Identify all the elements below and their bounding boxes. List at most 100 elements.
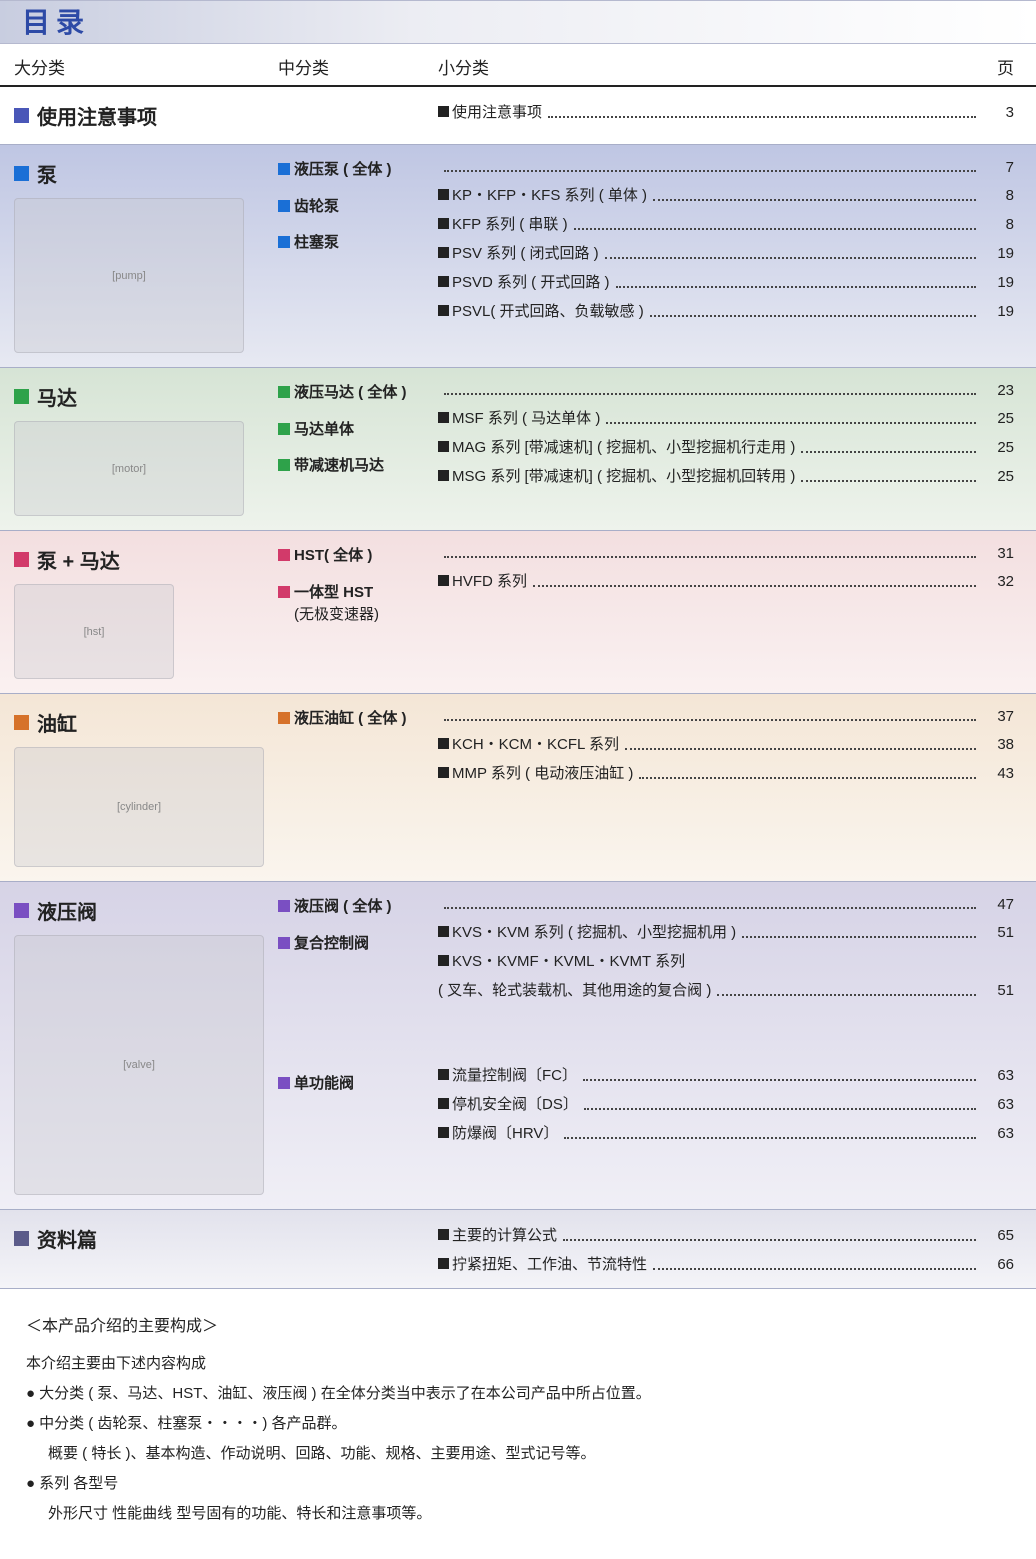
mid-col: 液压油缸 ( 全体 ): [278, 708, 438, 867]
sub-label: 拧紧扭矩、工作油、节流特性: [438, 1253, 647, 1274]
page-number: 8: [982, 187, 1014, 204]
sub-row: ( 叉车、轮式装载机、其他用途的复合阀 )51: [438, 979, 1014, 1000]
leader-dots: [564, 1137, 976, 1139]
page-number: 66: [982, 1256, 1014, 1273]
leader-dots: [583, 1079, 976, 1081]
page-number: 63: [982, 1067, 1014, 1084]
sub-square-icon: [438, 926, 449, 937]
major-text: 资料篇: [37, 1224, 97, 1253]
mid-text: 单功能阀: [294, 1073, 354, 1096]
sub-label: 停机安全阀〔DS〕: [438, 1093, 578, 1114]
sub-text: PSVD 系列 ( 开式回路 ): [452, 271, 610, 292]
mid-line: 液压泵 ( 全体 ): [294, 159, 392, 182]
major-square-icon: [14, 166, 29, 181]
leader-dots: [742, 936, 976, 938]
sub-row: 主要的计算公式65: [438, 1224, 1014, 1245]
sub-col: 主要的计算公式65 拧紧扭矩、工作油、节流特性 66: [438, 1224, 1014, 1274]
sub-row: KVS・KVM 系列 ( 挖掘机、小型挖掘机用 ) 51: [438, 921, 1014, 942]
page-number: 38: [982, 736, 1014, 753]
page-number: 32: [982, 573, 1014, 590]
sub-extra-label: ( 叉车、轮式装载机、其他用途的复合阀 ): [438, 979, 711, 1000]
page-number: 63: [982, 1096, 1014, 1113]
mid-line: (无极变速器): [294, 604, 379, 627]
sub-square-icon: [438, 470, 449, 481]
mid-square-icon: [278, 200, 290, 212]
sub-label: PSVD 系列 ( 开式回路 ): [438, 271, 610, 292]
sub-text: KVS・KVM 系列 ( 挖掘机、小型挖掘机用 ): [452, 921, 736, 942]
page-number: 25: [982, 410, 1014, 427]
sub-square-icon: [438, 955, 449, 966]
leader-dots: [650, 315, 976, 317]
sub-label: KVS・KVM 系列 ( 挖掘机、小型挖掘机用 ): [438, 921, 736, 942]
mid-item: 液压泵 ( 全体 ): [278, 159, 438, 182]
mid-text: 液压马达 ( 全体 ): [294, 382, 407, 405]
product-image: [pump]: [14, 198, 244, 353]
major-square-icon: [14, 1231, 29, 1246]
sub-row: 流量控制阀〔FC〕63: [438, 1064, 1014, 1085]
mid-item: 马达单体: [278, 419, 438, 442]
sub-col: 使用注意事项3: [438, 101, 1014, 130]
leader-dots: [653, 199, 976, 201]
major-col: 泵[pump]: [14, 159, 278, 353]
col-header-page: 页: [984, 54, 1014, 79]
leader-dots: [533, 585, 976, 587]
leader-dots: [563, 1239, 976, 1241]
page-number: 25: [982, 468, 1014, 485]
mid-square-icon: [278, 1077, 290, 1089]
sub-square-icon: [438, 106, 449, 117]
sub-label: MMP 系列 ( 电动液压油缸 ): [438, 762, 633, 783]
sub-text: KCH・KCM・KCFL 系列: [452, 733, 619, 754]
major-col: 液压阀[valve]: [14, 896, 278, 1195]
sub-label: KFP 系列 ( 串联 ): [438, 213, 568, 234]
page-number: 23: [982, 382, 1014, 399]
leader-dots: [717, 994, 976, 996]
mid-item: 柱塞泵: [278, 232, 438, 255]
mid-item: 液压油缸 ( 全体 ): [278, 708, 438, 731]
leader-dots: [616, 286, 976, 288]
note-text: 大分类 ( 泵、马达、HST、油缸、液压阀 ) 在全体分类当中表示了在本公司产品…: [39, 1379, 651, 1409]
leader-dots: [605, 257, 976, 259]
leader-dots: [444, 719, 976, 721]
sub-row: 31: [438, 545, 1014, 562]
mid-line: 一体型 HST: [294, 582, 379, 605]
sub-text: KFP 系列 ( 串联 ): [452, 213, 568, 234]
sub-row: 23: [438, 382, 1014, 399]
mid-text: 齿轮泵: [294, 196, 339, 219]
major-label: 资料篇: [14, 1224, 278, 1253]
sub-text: 使用注意事项: [452, 101, 542, 122]
major-label: 油缸: [14, 708, 278, 737]
product-image: [motor]: [14, 421, 244, 516]
mid-square-icon: [278, 900, 290, 912]
sub-text: 主要的计算公式: [452, 1224, 557, 1245]
sub-square-icon: [438, 767, 449, 778]
sub-row: 47: [438, 896, 1014, 913]
sub-text: 停机安全阀〔DS〕: [452, 1093, 578, 1114]
sub-row: 使用注意事项3: [438, 101, 1014, 122]
sub-square-icon: [438, 575, 449, 586]
note-text: 系列 各型号: [39, 1469, 118, 1499]
sub-col: 47KVS・KVM 系列 ( 挖掘机、小型挖掘机用 )51KVS・KVMF・KV…: [438, 896, 1014, 1195]
sub-square-icon: [438, 738, 449, 749]
sub-col: 31HVFD 系列32: [438, 545, 1014, 679]
leader-dots: [691, 966, 976, 967]
sub-square-icon: [438, 1258, 449, 1269]
mid-item: 液压马达 ( 全体 ): [278, 382, 438, 405]
leader-dots: [625, 748, 976, 750]
mid-col: 液压马达 ( 全体 )马达单体带减速机马达: [278, 382, 438, 516]
major-label: 使用注意事项: [14, 101, 278, 130]
major-col: 泵 + 马达[hst]: [14, 545, 278, 679]
sub-text: PSV 系列 ( 闭式回路 ): [452, 242, 599, 263]
page-title: 目录: [22, 1, 90, 43]
sub-row: 7: [438, 159, 1014, 176]
mid-text: 液压油缸 ( 全体 ): [294, 708, 407, 731]
mid-text: 一体型 HST(无极变速器): [294, 582, 379, 627]
mid-square-icon: [278, 586, 290, 598]
sub-label: 防爆阀〔HRV〕: [438, 1122, 558, 1143]
sub-row: PSVL( 开式回路、负载敏感 )19: [438, 300, 1014, 321]
page-number: 51: [982, 924, 1014, 941]
major-square-icon: [14, 389, 29, 404]
mid-col: HST( 全体 )一体型 HST(无极变速器): [278, 545, 438, 679]
major-square-icon: [14, 552, 29, 567]
product-image: [cylinder]: [14, 747, 264, 867]
major-square-icon: [14, 903, 29, 918]
